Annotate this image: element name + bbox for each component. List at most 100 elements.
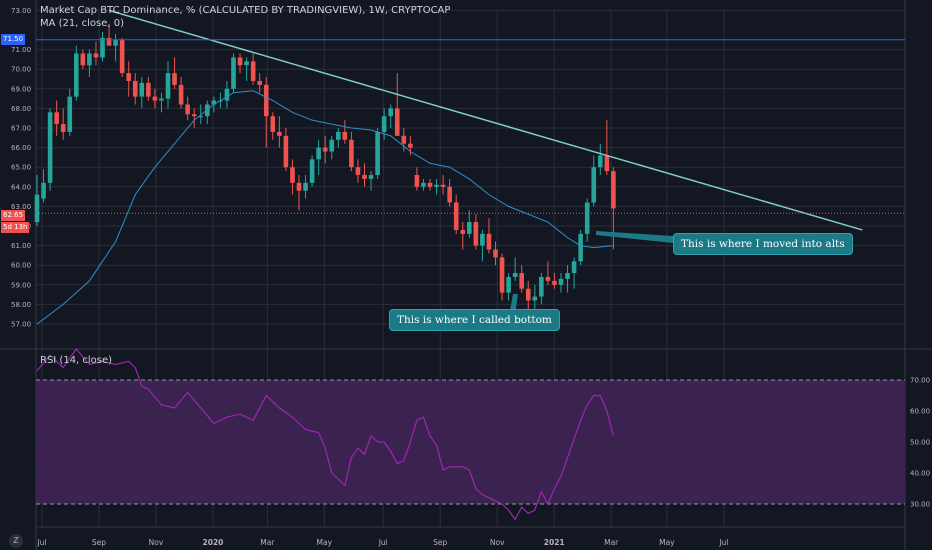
candle-body (277, 131, 282, 136)
candle-body (480, 233, 485, 246)
candle-body (60, 124, 66, 132)
candle-body (100, 37, 105, 58)
candle-body (467, 222, 472, 234)
rsi-tick-label: 50.00 (910, 439, 930, 447)
candle-body (283, 135, 289, 168)
candle-body (447, 186, 452, 203)
candle-body (486, 233, 492, 250)
time-tick-label: May (317, 538, 333, 547)
candle-body (224, 88, 230, 101)
candle-body (159, 98, 164, 101)
candle-body (539, 276, 544, 297)
candle-body (250, 61, 256, 81)
candle-body (237, 57, 243, 66)
candle-body (322, 147, 328, 152)
candle-body (316, 147, 321, 160)
candle-body (263, 84, 269, 117)
time-tick-label: Jul (36, 538, 46, 547)
candle-body (191, 114, 197, 117)
rsi-tick-label: 60.00 (910, 408, 930, 416)
ma-legend[interactable]: MA (21, close, 0) (40, 18, 125, 29)
candle-body (598, 155, 603, 168)
candle-body (329, 139, 335, 152)
candle-body (362, 175, 367, 179)
candle-body (126, 73, 131, 81)
candle-body (198, 116, 204, 118)
candle-body (453, 202, 459, 230)
time-tick-label: May (659, 538, 675, 547)
price-tick-label: 70.00 (11, 66, 31, 74)
candle-body (604, 155, 610, 172)
candle-body (309, 159, 315, 183)
candle-body (421, 182, 426, 187)
candle-body (106, 37, 112, 46)
candle-body (375, 131, 380, 176)
price-tick-label: 58.00 (11, 301, 31, 309)
time-tick-label: Sep (433, 538, 447, 547)
candle-body (571, 261, 577, 274)
price-tick-label: 66.00 (11, 144, 31, 152)
candle-body (355, 167, 361, 176)
axes: 73.00 71.00 70.00 69.00 68.00 67.00 66.00 65.00… (11, 7, 930, 547)
candle-body (519, 273, 524, 289)
candle-body (270, 116, 276, 132)
candle-body (427, 182, 433, 187)
time-tick-label: Nov (490, 538, 505, 547)
candle-body (80, 53, 86, 66)
candle-body (414, 175, 420, 187)
candle-body (54, 112, 59, 125)
candle-body (47, 112, 53, 183)
price-tick-label: 71.00 (11, 46, 31, 54)
candle-body (591, 167, 597, 203)
candle-body (139, 82, 145, 97)
candle-body (558, 278, 564, 285)
candle-body (388, 108, 393, 117)
candle-body (611, 171, 616, 209)
price-tick-label: 73.00 (11, 7, 31, 15)
countdown-tag: 5d 13h (1, 222, 30, 233)
overlays[interactable] (36, 9, 905, 325)
candle-body (368, 175, 374, 179)
rsi-legend[interactable]: RSI (14, close) (40, 355, 113, 366)
callout-alts[interactable]: This is where I moved into alts (673, 233, 853, 255)
candle-body (499, 257, 505, 293)
time-tick-label: Jul (378, 538, 388, 547)
price-tick-label: 64.00 (11, 183, 31, 191)
last-price-tag: 62.65 (1, 210, 26, 221)
candle-body (185, 104, 190, 115)
candle-body (552, 280, 557, 285)
candle-body (460, 229, 466, 234)
candle-body (296, 182, 302, 191)
candle-body (434, 184, 439, 187)
candle-body (172, 73, 177, 85)
price-tick-label: 57.00 (11, 321, 31, 329)
candle-body (146, 82, 151, 97)
price-tick-label: 65.00 (11, 164, 31, 172)
rsi-line (36, 348, 614, 521)
candle-body (401, 135, 407, 144)
candle-body (303, 182, 308, 191)
candle-body (578, 233, 583, 262)
candle-body (545, 276, 551, 281)
candle-body (440, 184, 446, 187)
candle-body (152, 96, 158, 101)
tradingview-logo-icon[interactable]: Z (9, 534, 23, 548)
candle-body (205, 104, 210, 117)
time-tick-label: Sep (92, 538, 106, 547)
time-tick-label: Mar (260, 538, 275, 547)
time-tick-label: Nov (149, 538, 164, 547)
callout-bottom[interactable]: This is where I called bottom (389, 309, 560, 331)
price-tick-label: 67.00 (11, 125, 31, 133)
candle-body (512, 273, 518, 277)
candle-body (67, 96, 73, 132)
time-tick-label: 2021 (544, 538, 565, 547)
candle-body (87, 53, 92, 66)
ma-line (36, 90, 614, 325)
trendline (108, 9, 863, 231)
candle-body (34, 194, 40, 223)
candle-body (532, 296, 538, 301)
candle-body (244, 61, 249, 66)
rsi-tick-label: 30.00 (910, 501, 930, 509)
candle-body (584, 202, 590, 234)
